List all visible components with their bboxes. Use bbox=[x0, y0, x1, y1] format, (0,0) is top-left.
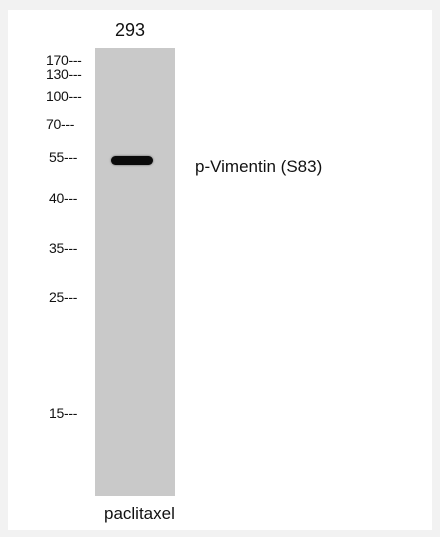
treatment-label: paclitaxel bbox=[104, 504, 175, 523]
target-label: p-Vimentin (S83) bbox=[195, 157, 323, 176]
blot-panel bbox=[8, 10, 432, 530]
marker-25: 25--- bbox=[49, 289, 78, 305]
marker-70: 70--- bbox=[46, 116, 75, 132]
marker-40: 40--- bbox=[49, 190, 78, 206]
marker-130: 130--- bbox=[46, 66, 82, 82]
sample-label: 293 bbox=[115, 20, 146, 40]
marker-170: 170--- bbox=[46, 52, 82, 68]
protein-band bbox=[111, 156, 153, 165]
marker-55: 55--- bbox=[49, 149, 78, 165]
gel-lane bbox=[95, 48, 175, 496]
marker-35: 35--- bbox=[49, 240, 78, 256]
marker-100: 100--- bbox=[46, 88, 82, 104]
marker-15: 15--- bbox=[49, 405, 78, 421]
